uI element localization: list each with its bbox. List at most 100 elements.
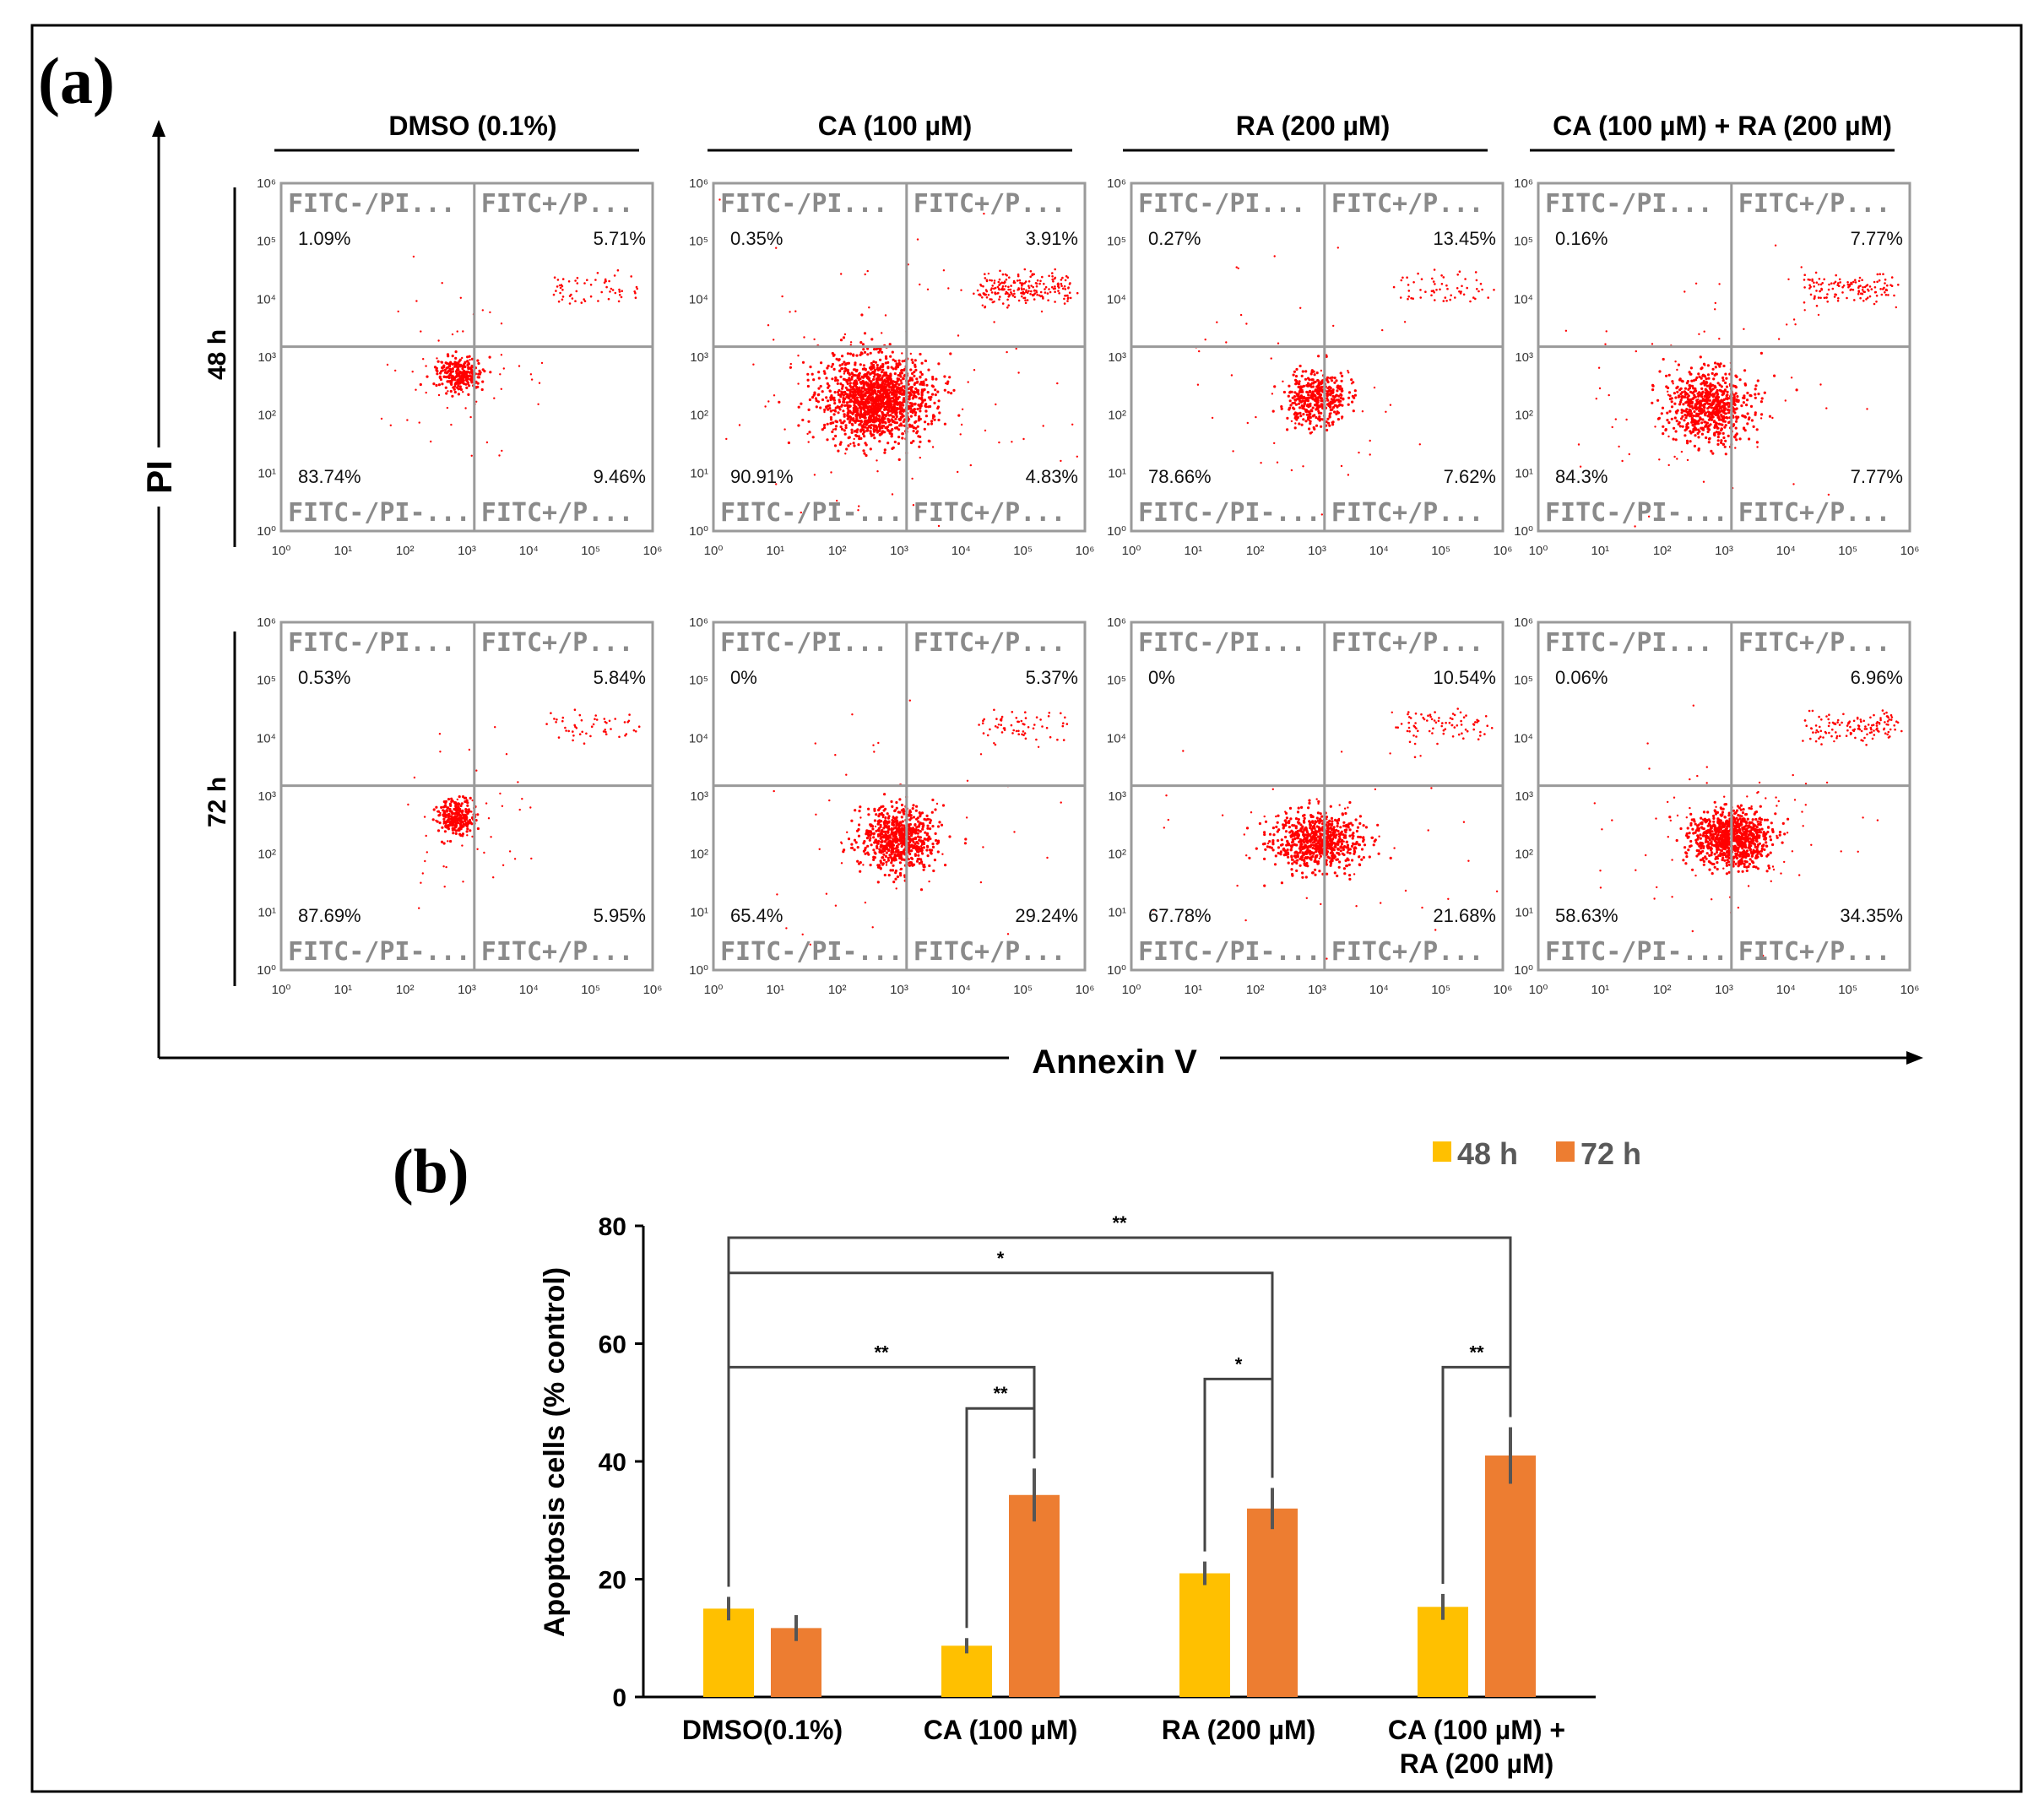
flow-event-dot <box>1347 397 1350 399</box>
flow-event-dot <box>790 363 792 365</box>
flow-event-dot <box>1320 370 1322 371</box>
flow-event-dot <box>866 421 869 424</box>
flow-event-dot <box>1297 412 1299 415</box>
flow-event-dot <box>850 820 853 822</box>
flow-event-dot <box>913 430 915 432</box>
flow-event-dot <box>594 279 597 281</box>
flow-event-dot <box>1306 411 1308 413</box>
flow-event-dot <box>1813 282 1815 285</box>
flow-event-dot <box>879 834 881 837</box>
flow-event-dot <box>881 363 884 366</box>
flow-event-dot <box>1885 294 1888 296</box>
flow-event-dot <box>1011 732 1014 735</box>
flow-event-dot <box>988 273 989 274</box>
flow-event-dot <box>872 856 875 859</box>
flow-event-dot <box>1459 270 1461 273</box>
flow-event-dot <box>432 818 435 821</box>
flow-event-dot <box>1331 379 1333 382</box>
flow-event-dot <box>919 457 921 458</box>
flow-event-dot <box>1335 379 1337 382</box>
flow-event-dot <box>1700 392 1702 394</box>
flow-event-dot <box>998 442 1000 443</box>
flow-event-dot <box>1746 392 1749 394</box>
flow-event-dot <box>1818 284 1820 286</box>
flow-event-dot <box>407 804 409 805</box>
flow-event-dot <box>844 453 846 454</box>
flow-event-dot <box>877 828 880 831</box>
flow-event-dot <box>1351 401 1353 404</box>
flow-event-dot <box>839 395 842 398</box>
flow-event-dot <box>1065 279 1067 282</box>
flow-event-dot <box>908 418 910 420</box>
flow-event-dot <box>873 808 876 810</box>
flow-event-dot <box>550 712 552 714</box>
flow-event-dot <box>436 810 438 812</box>
flow-event-dot <box>437 829 440 832</box>
flow-event-dot <box>881 411 883 414</box>
flow-event-dot <box>981 296 984 299</box>
flow-event-dot <box>603 730 605 733</box>
flow-event-dot <box>843 429 846 431</box>
flow-event-dot <box>1017 275 1020 278</box>
flow-event-dot <box>919 436 921 438</box>
flow-event-dot <box>1828 494 1830 496</box>
flow-event-dot <box>914 832 917 834</box>
flow-event-dot <box>927 854 930 857</box>
flow-event-dot <box>1679 393 1682 395</box>
flow-event-dot <box>834 420 837 422</box>
flow-event-dot <box>1458 290 1461 293</box>
flow-event-dot <box>919 353 921 355</box>
flow-event-dot <box>1320 390 1323 393</box>
flow-event-dot <box>1481 289 1483 291</box>
y-tick-label: 10³ <box>258 789 276 804</box>
flow-event-dot <box>1694 404 1696 407</box>
flow-event-dot <box>1866 408 1868 409</box>
flow-event-dot <box>1332 388 1335 391</box>
flow-event-dot <box>833 402 836 404</box>
flow-event-dot <box>609 290 611 293</box>
flow-event-dot <box>797 382 799 384</box>
flow-event-dot <box>1727 409 1729 411</box>
flow-event-dot <box>454 819 457 821</box>
x-tick-label: 10¹ <box>333 544 352 558</box>
flow-event-dot <box>1070 297 1072 300</box>
y-tick-label: 10⁰ <box>257 524 276 539</box>
flow-event-dot <box>1407 298 1409 301</box>
flow-event-dot <box>439 377 442 379</box>
flow-event-dot <box>1310 409 1313 412</box>
flow-event-dot <box>438 383 441 386</box>
flow-event-dot <box>867 377 870 380</box>
flow-event-dot <box>1402 277 1404 279</box>
flow-event-dot <box>1030 285 1033 287</box>
flow-event-dot <box>843 404 846 407</box>
flow-event-dot <box>1736 407 1738 409</box>
percent-lr: 5.95% <box>594 905 646 926</box>
flow-event-dot <box>926 832 929 835</box>
flow-event-dot <box>1712 394 1715 397</box>
flow-event-dot <box>870 380 873 382</box>
flow-event-dot <box>617 269 620 272</box>
flow-event-dot <box>1062 288 1065 290</box>
flow-event-dot <box>1042 296 1044 299</box>
flow-event-dot <box>843 336 845 339</box>
flow-event-dot <box>897 854 900 857</box>
flow-event-dot <box>1875 301 1878 303</box>
flow-event-dot <box>857 846 859 848</box>
flow-event-dot <box>1658 458 1660 460</box>
flow-event-dot <box>995 404 996 405</box>
flow-event-dot <box>572 740 574 742</box>
flow-event-dot <box>817 371 820 373</box>
flow-event-dot <box>797 355 799 356</box>
flow-event-dot <box>897 436 900 438</box>
flow-event-dot <box>1700 388 1703 390</box>
flow-event-dot <box>882 425 885 427</box>
flow-event-dot <box>834 428 837 431</box>
flow-event-dot <box>820 385 822 388</box>
flow-plot-1-2: FITC-/PI...FITC+/P...FITC-/PI-...FITC+/P… <box>1107 615 1513 997</box>
flow-event-dot <box>628 713 631 716</box>
flow-event-dot <box>1011 711 1014 713</box>
flow-event-dot <box>858 823 860 826</box>
x-tick-label: 10³ <box>890 544 908 558</box>
flow-event-dot <box>1862 286 1864 289</box>
flow-event-dot <box>835 905 837 907</box>
